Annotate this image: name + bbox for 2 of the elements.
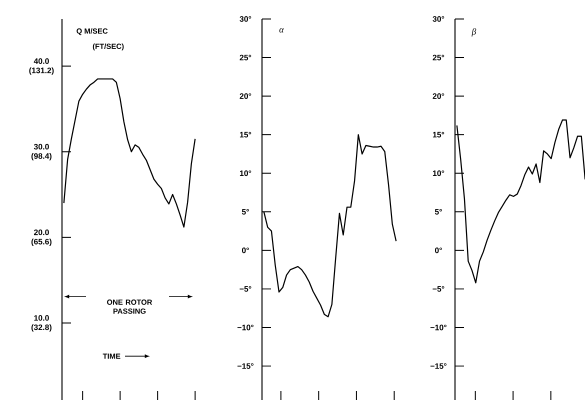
y-axis-title: α (279, 28, 284, 33)
y-axis-title: β (472, 28, 476, 36)
